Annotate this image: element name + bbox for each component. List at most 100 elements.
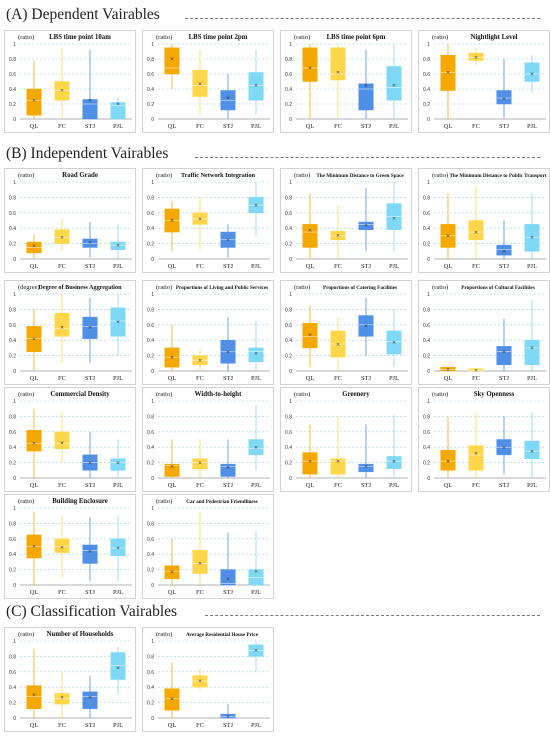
mean-marker: × bbox=[530, 448, 534, 455]
x-tick-label: STJ bbox=[85, 263, 96, 270]
box-fc bbox=[54, 81, 70, 101]
panel-frame bbox=[142, 280, 274, 385]
y-tick-label: 0 bbox=[13, 369, 16, 375]
box-stj bbox=[496, 90, 512, 105]
x-tick-label: QL bbox=[444, 263, 453, 270]
chart-title: LBS time point 10am bbox=[49, 34, 111, 41]
mean-marker: × bbox=[530, 71, 534, 78]
y-tick-label: 0.8 bbox=[9, 414, 16, 420]
unit-label: (ratio) bbox=[294, 284, 310, 291]
y-tick-label: 1 bbox=[151, 639, 154, 645]
x-tick-label: STJ bbox=[361, 375, 372, 382]
box-fc bbox=[192, 458, 208, 470]
y-tick-label: 0.4 bbox=[147, 87, 154, 93]
box-ql bbox=[440, 366, 456, 372]
y-tick-label: 0.6 bbox=[9, 323, 16, 329]
x-tick-label: QL bbox=[444, 123, 453, 130]
box-chart-green-distance: 0 0.2 0.4 0.6 0.8 1(ratio) The Minimum Distanc… bbox=[280, 168, 412, 273]
y-tick-label: 0.8 bbox=[423, 195, 430, 201]
box-stj bbox=[358, 315, 374, 337]
x-tick-label: QL bbox=[444, 375, 453, 382]
mean-marker: × bbox=[116, 460, 120, 467]
box-fc bbox=[192, 70, 208, 97]
panel-frame bbox=[4, 387, 136, 492]
y-tick-label: 1 bbox=[13, 639, 16, 645]
x-tick-label: PJL bbox=[389, 482, 399, 489]
box-chart-greenery: 0 0.2 0.4 0.6 0.8 1(ratio) Greenery × QL × FC × STJ ×… bbox=[280, 387, 412, 492]
y-tick-label: 0.2 bbox=[423, 354, 430, 360]
mean-marker: × bbox=[32, 441, 36, 448]
y-tick-label: 0.2 bbox=[147, 568, 154, 574]
section-title-classification: (C) Classification Vairables bbox=[6, 603, 178, 620]
x-tick-label: STJ bbox=[223, 123, 234, 130]
mean-marker: × bbox=[198, 81, 202, 88]
mean-marker: × bbox=[392, 215, 396, 222]
box-fc bbox=[54, 229, 70, 244]
mean-marker: × bbox=[198, 561, 202, 568]
y-tick-label: 1 bbox=[13, 399, 16, 405]
chart-title: Number of Households bbox=[47, 631, 114, 638]
x-tick-label: FC bbox=[58, 722, 66, 729]
box-chart-building-enclosure: 0 0.2 0.4 0.6 0.8 1(ratio) Building Enclosure ×… bbox=[4, 494, 136, 599]
y-tick-label: 1 bbox=[151, 180, 154, 186]
y-tick-label: 1 bbox=[289, 399, 292, 405]
chart-title: Nightlight Level bbox=[470, 34, 517, 41]
y-tick-label: 0.6 bbox=[285, 72, 292, 78]
y-tick-label: 0.4 bbox=[285, 338, 292, 344]
y-tick-label: 0 bbox=[151, 583, 154, 589]
box-pjl bbox=[386, 66, 402, 101]
y-tick-label: 0.8 bbox=[285, 195, 292, 201]
y-tick-label: 0 bbox=[427, 117, 430, 123]
box-fc bbox=[192, 675, 208, 688]
y-tick-label: 0.6 bbox=[423, 72, 430, 78]
box-ql bbox=[302, 47, 318, 82]
x-tick-label: STJ bbox=[85, 375, 96, 382]
x-tick-label: FC bbox=[334, 263, 342, 270]
chart-title: Average Residential House Price bbox=[186, 632, 259, 638]
y-tick-label: 0.8 bbox=[147, 307, 154, 313]
x-tick-label: STJ bbox=[85, 589, 96, 596]
y-tick-label: 0.8 bbox=[423, 414, 430, 420]
y-tick-label: 0.2 bbox=[9, 242, 16, 248]
y-tick-label: 1 bbox=[13, 42, 16, 48]
x-tick-label: QL bbox=[168, 482, 177, 489]
box-stj bbox=[82, 238, 98, 248]
panel-frame bbox=[142, 168, 274, 273]
mean-marker: × bbox=[254, 350, 258, 357]
mean-marker: × bbox=[474, 55, 478, 62]
mean-marker: × bbox=[116, 545, 120, 552]
mean-marker: × bbox=[364, 464, 368, 471]
box-fc bbox=[54, 538, 70, 553]
box-chart-households: 0 0.2 0.4 0.6 0.8 1(ratio) Number of Household… bbox=[4, 627, 136, 732]
x-tick-label: STJ bbox=[361, 263, 372, 270]
mean-marker: × bbox=[226, 464, 230, 471]
y-tick-label: 0.2 bbox=[423, 461, 430, 467]
box-chart-living-services: 0 0.2 0.4 0.6 0.8 1(ratio) Proportions of Livi… bbox=[142, 280, 274, 385]
y-tick-label: 0.2 bbox=[285, 461, 292, 467]
y-tick-label: 0.4 bbox=[147, 338, 154, 344]
x-tick-label: FC bbox=[472, 263, 480, 270]
mean-marker: × bbox=[446, 233, 450, 240]
x-tick-label: STJ bbox=[85, 482, 96, 489]
mean-marker: × bbox=[198, 678, 202, 685]
y-tick-label: 0.2 bbox=[9, 461, 16, 467]
mean-marker: × bbox=[308, 65, 312, 72]
y-tick-label: 0.6 bbox=[285, 211, 292, 217]
mean-marker: × bbox=[364, 222, 368, 229]
y-tick-label: 0.4 bbox=[9, 445, 16, 451]
x-tick-label: PJL bbox=[251, 589, 261, 596]
y-tick-label: 1 bbox=[289, 42, 292, 48]
box-ql bbox=[164, 565, 180, 580]
y-tick-label: 1 bbox=[427, 399, 430, 405]
mean-marker: × bbox=[336, 232, 340, 239]
mean-marker: × bbox=[392, 340, 396, 347]
y-tick-label: 0.4 bbox=[147, 226, 154, 232]
box-stj bbox=[496, 346, 512, 366]
y-tick-label: 0 bbox=[427, 369, 430, 375]
y-tick-label: 0.8 bbox=[9, 307, 16, 313]
box-chart-sky-openness: 0 0.2 0.4 0.6 0.8 1(ratio) Sky Openness × QL × FC ×… bbox=[418, 387, 550, 492]
box-chart-business-aggregation: 0 0.2 0.4 0.6 0.8 1(degree)Degree of Business… bbox=[4, 280, 136, 385]
y-tick-label: 0 bbox=[13, 583, 16, 589]
section-divider bbox=[195, 157, 540, 158]
box-pjl bbox=[248, 644, 264, 657]
